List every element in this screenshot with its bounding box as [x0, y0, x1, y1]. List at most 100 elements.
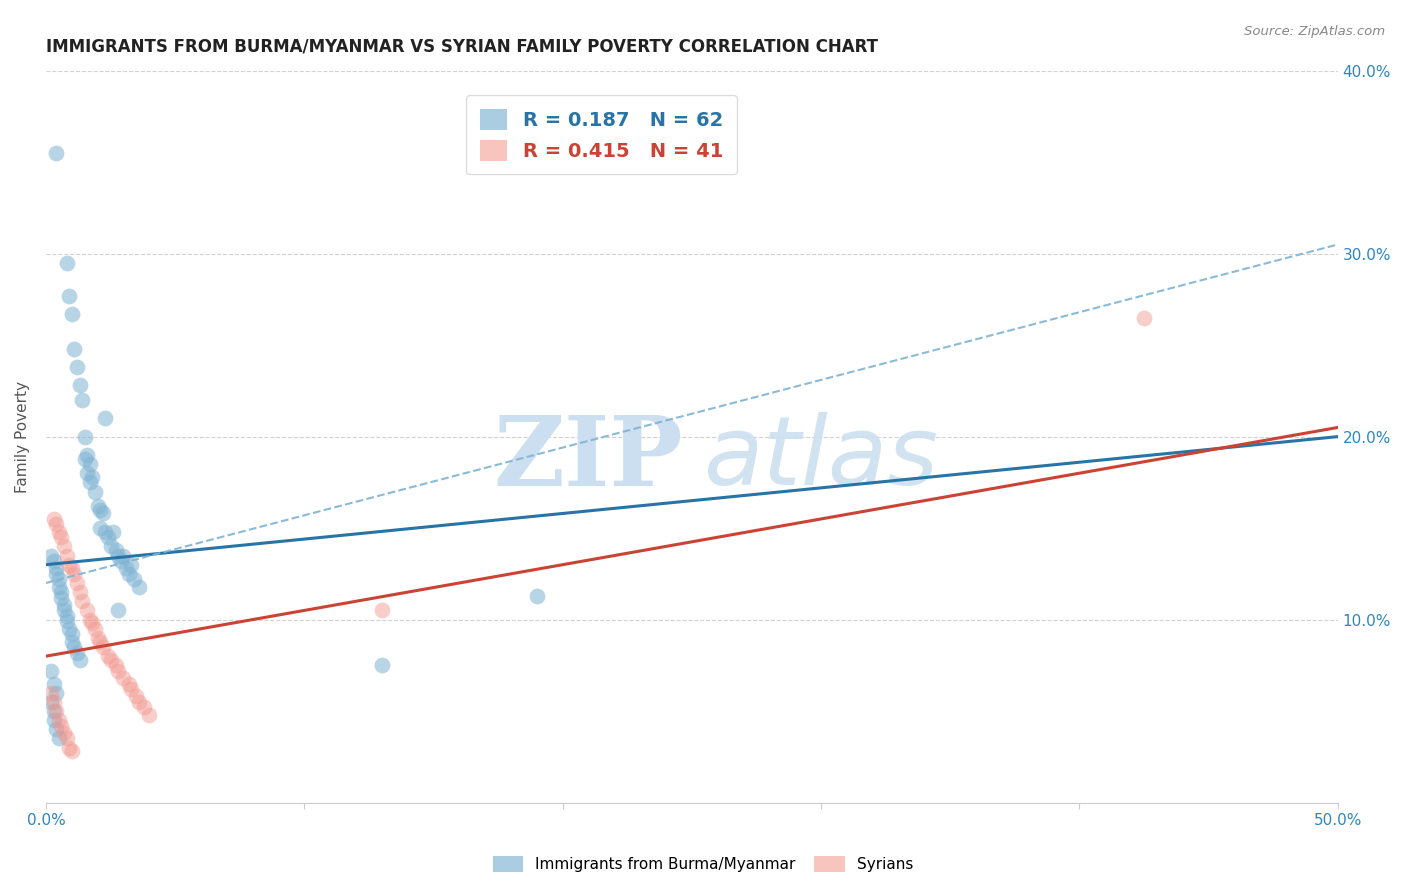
Point: [69, 585, 91, 599]
Point: [82, 470, 104, 484]
Point: [115, 561, 138, 575]
Point: [128, 580, 150, 594]
Point: [60, 634, 83, 648]
Text: Source: ZipAtlas.com: Source: ZipAtlas.com: [1244, 25, 1385, 38]
Point: [63, 342, 86, 356]
Point: [58, 289, 80, 303]
Point: [60, 744, 83, 758]
Point: [66, 576, 89, 591]
Point: [42, 695, 65, 709]
Point: [53, 540, 76, 554]
Point: [45, 146, 67, 161]
Point: [42, 512, 65, 526]
Y-axis label: Family Poverty: Family Poverty: [15, 381, 30, 492]
Point: [84, 484, 107, 499]
Point: [66, 360, 89, 375]
Point: [76, 448, 98, 462]
Point: [39, 664, 62, 678]
Point: [55, 615, 77, 629]
Point: [79, 457, 101, 471]
Point: [45, 686, 67, 700]
Point: [66, 646, 89, 660]
Point: [526, 589, 548, 603]
Point: [371, 603, 394, 617]
Point: [100, 540, 122, 554]
Point: [371, 658, 394, 673]
Point: [97, 530, 120, 544]
Point: [53, 603, 76, 617]
Point: [60, 627, 83, 641]
Point: [138, 707, 160, 722]
Point: [120, 558, 142, 572]
Point: [125, 690, 148, 704]
Point: [112, 671, 135, 685]
Point: [76, 603, 98, 617]
Point: [79, 613, 101, 627]
Point: [53, 598, 76, 612]
Point: [104, 658, 127, 673]
Point: [39, 686, 62, 700]
Point: [100, 653, 122, 667]
Point: [55, 549, 77, 563]
Point: [45, 517, 67, 532]
Text: IMMIGRANTS FROM BURMA/MYANMAR VS SYRIAN FAMILY POVERTY CORRELATION CHART: IMMIGRANTS FROM BURMA/MYANMAR VS SYRIAN …: [46, 37, 877, 55]
Point: [91, 640, 114, 654]
Point: [69, 378, 91, 392]
Point: [70, 594, 93, 608]
Point: [42, 713, 65, 727]
Point: [134, 700, 156, 714]
Point: [110, 554, 132, 568]
Point: [51, 591, 73, 605]
Point: [89, 503, 111, 517]
Point: [63, 566, 86, 581]
Point: [51, 719, 73, 733]
Text: ZIP: ZIP: [494, 411, 683, 506]
Point: [73, 451, 96, 466]
Point: [73, 429, 96, 443]
Point: [42, 676, 65, 690]
Legend: Immigrants from Burma/Myanmar, Syrians: Immigrants from Burma/Myanmar, Syrians: [485, 848, 921, 880]
Point: [79, 475, 101, 490]
Point: [51, 585, 73, 599]
Point: [60, 561, 83, 575]
Point: [120, 682, 142, 697]
Point: [76, 467, 98, 481]
Point: [104, 543, 127, 558]
Point: [89, 634, 111, 648]
Point: [48, 731, 70, 746]
Point: [107, 549, 129, 563]
Point: [53, 726, 76, 740]
Point: [86, 631, 108, 645]
Point: [39, 695, 62, 709]
Point: [101, 524, 124, 539]
Point: [55, 608, 77, 623]
Point: [60, 307, 83, 321]
Point: [1133, 310, 1156, 325]
Point: [42, 554, 65, 568]
Point: [58, 740, 80, 755]
Point: [58, 558, 80, 572]
Point: [84, 622, 107, 636]
Point: [45, 561, 67, 575]
Point: [117, 566, 139, 581]
Point: [86, 499, 108, 513]
Point: [89, 521, 111, 535]
Point: [70, 392, 93, 407]
Point: [107, 603, 129, 617]
Point: [39, 549, 62, 563]
Point: [48, 713, 70, 727]
Point: [55, 731, 77, 746]
Point: [112, 549, 135, 563]
Point: [55, 256, 77, 270]
Point: [122, 572, 145, 586]
Text: atlas: atlas: [703, 412, 938, 505]
Point: [48, 524, 70, 539]
Point: [107, 664, 129, 678]
Point: [51, 530, 73, 544]
Point: [69, 653, 91, 667]
Point: [45, 566, 67, 581]
Point: [45, 723, 67, 737]
Point: [117, 676, 139, 690]
Point: [82, 616, 104, 631]
Point: [58, 622, 80, 636]
